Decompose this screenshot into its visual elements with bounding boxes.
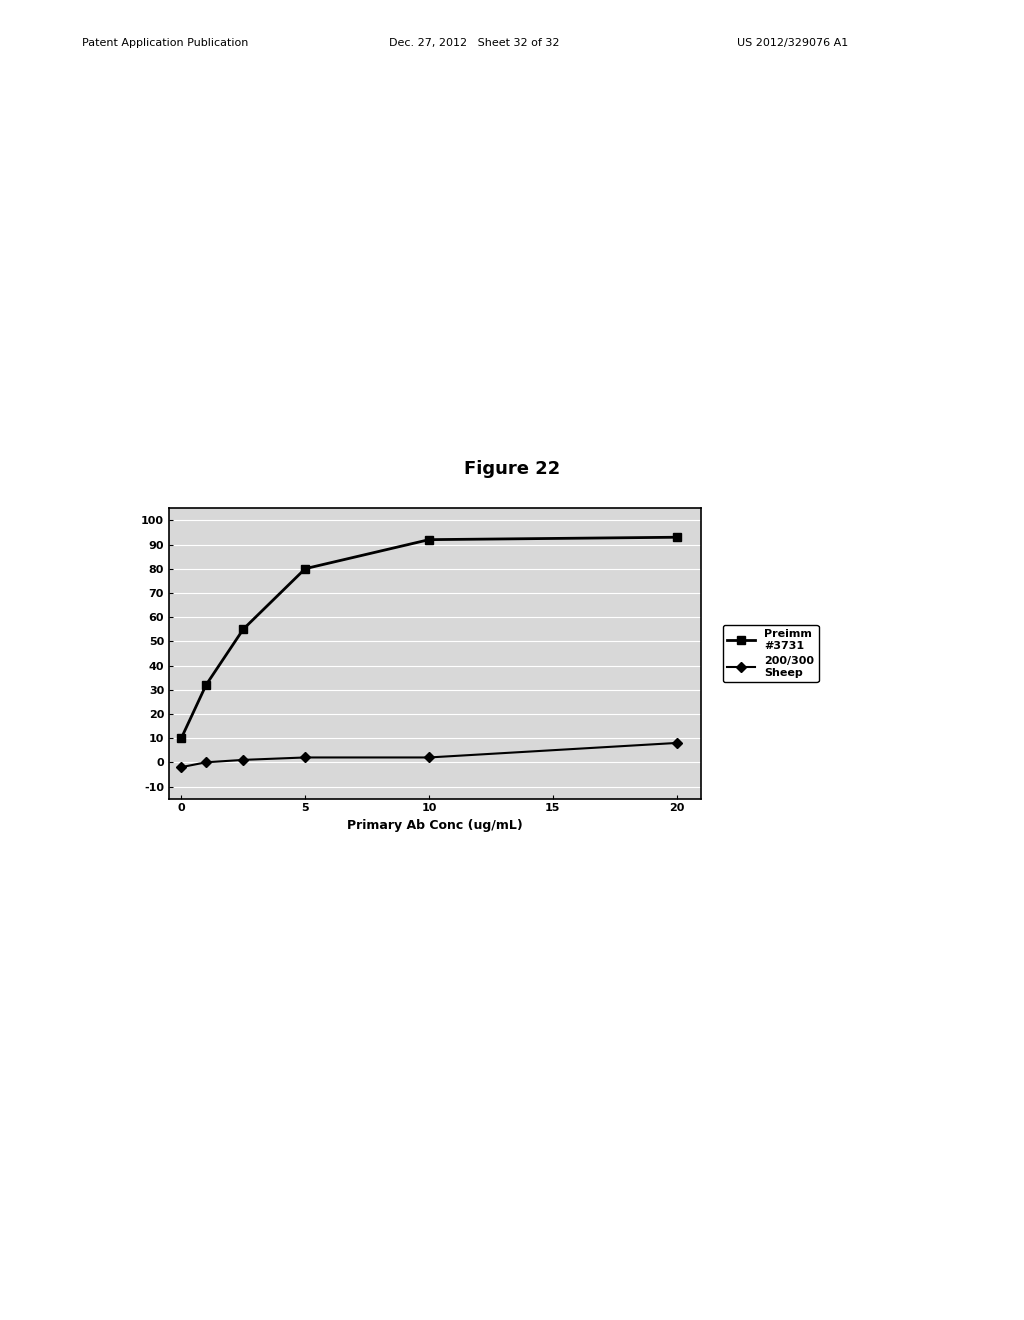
200/300
Sheep	[175, 759, 187, 775]
Preimm
#3731	[299, 561, 311, 577]
Legend: Preimm
#3731, 200/300
Sheep: Preimm #3731, 200/300 Sheep	[723, 624, 818, 682]
200/300
Sheep	[671, 735, 683, 751]
Preimm
#3731	[671, 529, 683, 545]
Line: Preimm
#3731: Preimm #3731	[177, 533, 681, 742]
Line: 200/300
Sheep: 200/300 Sheep	[178, 739, 680, 771]
Preimm
#3731	[200, 677, 212, 693]
200/300
Sheep	[299, 750, 311, 766]
Preimm
#3731	[238, 622, 250, 638]
Text: US 2012/329076 A1: US 2012/329076 A1	[737, 38, 849, 49]
200/300
Sheep	[238, 752, 250, 768]
Preimm
#3731	[423, 532, 435, 548]
200/300
Sheep	[423, 750, 435, 766]
Text: Patent Application Publication: Patent Application Publication	[82, 38, 248, 49]
200/300
Sheep	[200, 755, 212, 771]
X-axis label: Primary Ab Conc (ug/mL): Primary Ab Conc (ug/mL)	[347, 818, 523, 832]
Preimm
#3731	[175, 730, 187, 746]
Text: Figure 22: Figure 22	[464, 459, 560, 478]
Text: Dec. 27, 2012   Sheet 32 of 32: Dec. 27, 2012 Sheet 32 of 32	[389, 38, 560, 49]
